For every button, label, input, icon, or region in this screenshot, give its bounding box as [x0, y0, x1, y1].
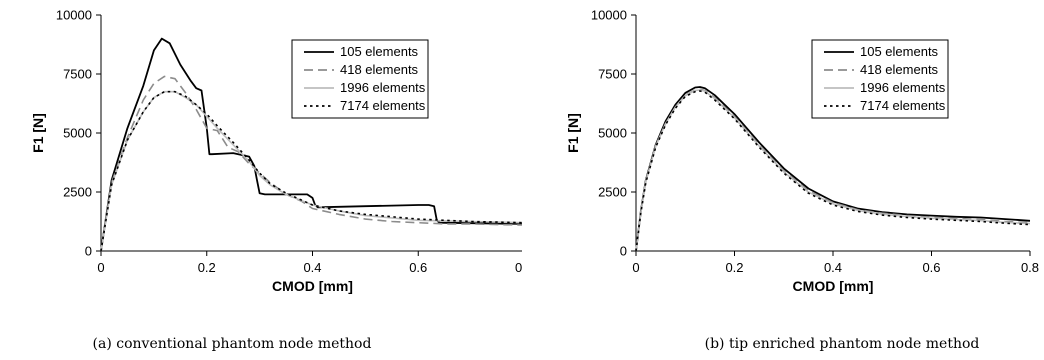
y-tick-label: 7500	[63, 67, 92, 82]
legend-label: 1996 elements	[860, 80, 946, 95]
y-axis-title: F1 [N]	[30, 113, 46, 153]
x-tick-label: 0.8	[1021, 260, 1039, 275]
y-tick-label: 2500	[63, 185, 92, 200]
legend-label: 105 elements	[860, 44, 939, 59]
chart-a: 0 2500 5000 7500 10000 0 0.2 0.4 0.6 0.8 CMOD [mm]…	[30, 8, 522, 352]
chart-b: 0 2500 5000 7500 10000 0 0.2 0.4 0.6 0.8 CMOD [mm]…	[565, 8, 1039, 353]
legend-label: 1996 elements	[340, 80, 426, 95]
y-axis-title: F1 [N]	[565, 113, 581, 153]
x-tick-label: 0.2	[725, 260, 743, 275]
y-tick-label: 0	[620, 244, 627, 259]
y-tick-label: 10000	[56, 8, 92, 23]
x-axis-title: CMOD [mm]	[793, 278, 874, 294]
y-tick-label: 0	[85, 244, 92, 259]
legend-label: 418 elements	[860, 62, 939, 77]
x-tick-label: 0.4	[824, 260, 842, 275]
series-line-1996-elements	[635, 89, 1031, 252]
legend-label: 7174 elements	[860, 98, 946, 113]
legend-label: 418 elements	[340, 62, 419, 77]
x-tick-label: 0	[632, 260, 639, 275]
figure-caption: (b) tip enriched phantom node method	[705, 336, 980, 352]
chart-panel-b: 0 2500 5000 7500 10000 0 0.2 0.4 0.6 0.8 CMOD [mm]…	[522, 0, 1044, 360]
y-tick-label: 5000	[63, 126, 92, 141]
y-tick-label: 5000	[598, 126, 627, 141]
y-tick-label: 7500	[598, 67, 627, 82]
x-tick-label: 0.6	[922, 260, 940, 275]
y-tick-label: 10000	[591, 8, 627, 23]
y-tick-label: 2500	[598, 185, 627, 200]
series-line-105-elements	[635, 86, 1031, 252]
series-line-7174-elements	[100, 90, 522, 252]
series-line-418-elements	[100, 75, 522, 252]
x-tick-label: 0	[97, 260, 104, 275]
x-tick-label: 0.2	[198, 260, 216, 275]
legend-box	[291, 39, 429, 119]
legend-label: 105 elements	[340, 44, 419, 59]
x-tick-label: 0.6	[409, 260, 427, 275]
x-tick-label: 0.8	[515, 260, 522, 275]
x-axis-title: CMOD [mm]	[272, 278, 353, 294]
legend-box	[811, 39, 949, 119]
x-tick-label: 0.4	[303, 260, 321, 275]
series-line-7174-elements	[635, 90, 1031, 252]
legend-label: 7174 elements	[340, 98, 426, 113]
legend: 105 elements 418 elements 1996 elements 717…	[811, 39, 949, 119]
figure-caption: (a) conventional phantom node method	[93, 336, 372, 352]
legend: 105 elements 418 elements 1996 elements 717…	[291, 39, 429, 119]
chart-panel-a: 0 2500 5000 7500 10000 0 0.2 0.4 0.6 0.8 CMOD [mm]…	[30, 8, 522, 352]
series-line-105-elements	[100, 37, 522, 252]
